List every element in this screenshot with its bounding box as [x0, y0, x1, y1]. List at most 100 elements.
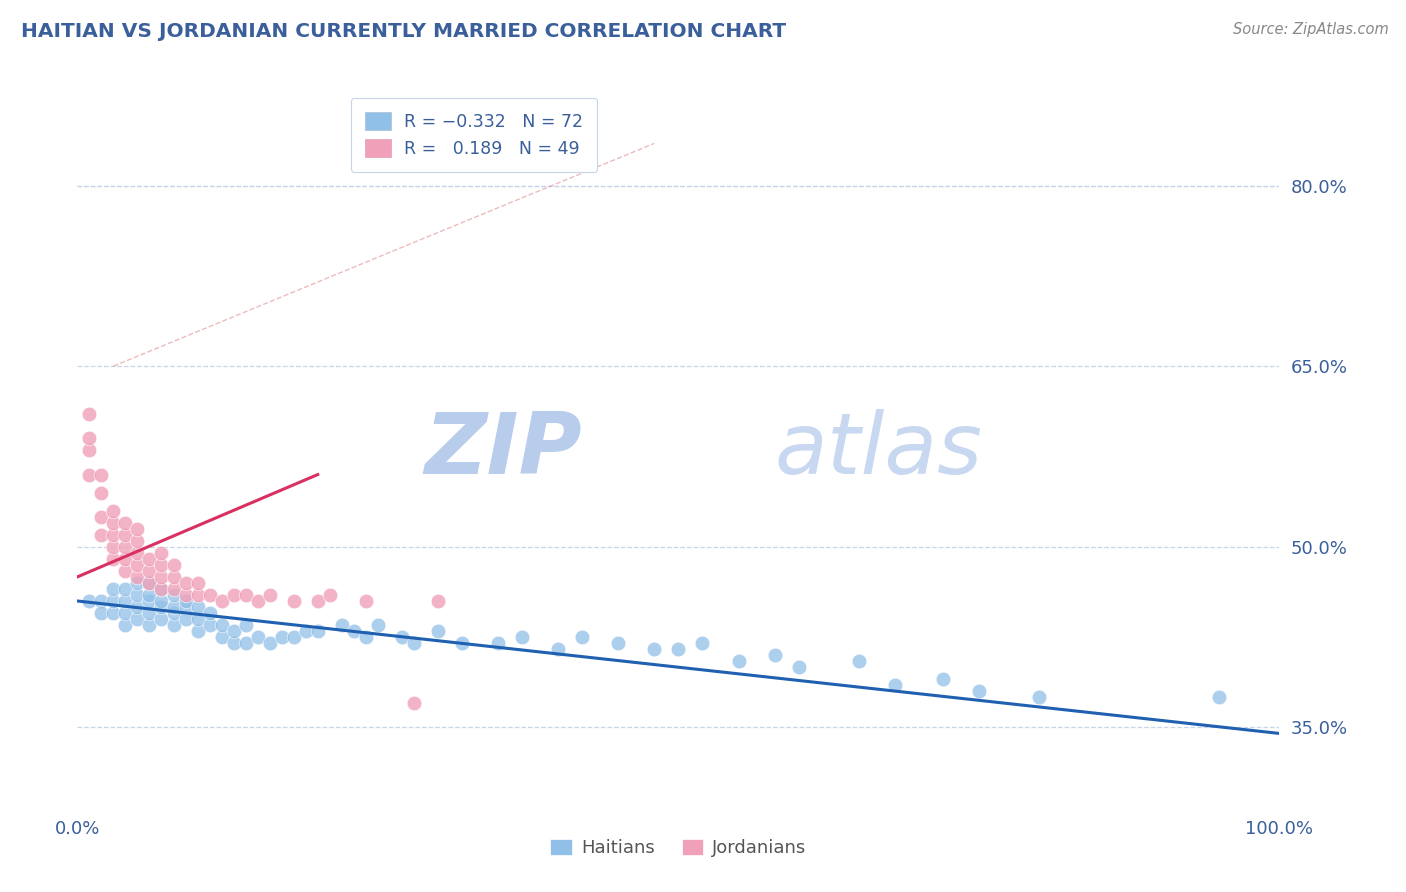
Point — [150, 546, 173, 560]
Point — [162, 570, 184, 584]
Point — [127, 522, 149, 536]
Point — [103, 527, 125, 541]
Point — [391, 630, 413, 644]
Point — [79, 443, 101, 458]
Point — [127, 546, 149, 560]
Point — [114, 527, 136, 541]
Point — [763, 648, 786, 662]
Point — [90, 606, 112, 620]
Point — [90, 527, 112, 541]
Point — [150, 582, 173, 596]
Text: ZIP: ZIP — [425, 409, 582, 492]
Point — [283, 594, 305, 608]
Point — [235, 618, 257, 632]
Point — [90, 485, 112, 500]
Point — [90, 594, 112, 608]
Point — [547, 642, 569, 657]
Point — [79, 407, 101, 422]
Point — [103, 503, 125, 517]
Point — [186, 588, 209, 602]
Point — [607, 636, 630, 650]
Point — [150, 582, 173, 596]
Point — [114, 564, 136, 578]
Point — [174, 594, 197, 608]
Point — [259, 588, 281, 602]
Point — [427, 594, 450, 608]
Point — [668, 642, 690, 657]
Point — [186, 624, 209, 639]
Point — [162, 606, 184, 620]
Point — [354, 594, 377, 608]
Point — [114, 516, 136, 530]
Point — [114, 606, 136, 620]
Point — [79, 594, 101, 608]
Point — [174, 600, 197, 615]
Point — [150, 570, 173, 584]
Point — [114, 594, 136, 608]
Point — [162, 600, 184, 615]
Point — [114, 582, 136, 596]
Point — [90, 467, 112, 482]
Point — [138, 594, 160, 608]
Legend: Haitians, Jordanians: Haitians, Jordanians — [543, 831, 814, 864]
Point — [114, 551, 136, 566]
Point — [270, 630, 292, 644]
Point — [79, 467, 101, 482]
Point — [138, 564, 160, 578]
Point — [510, 630, 533, 644]
Point — [186, 576, 209, 591]
Point — [150, 600, 173, 615]
Point — [103, 582, 125, 596]
Point — [307, 624, 329, 639]
Point — [222, 636, 245, 650]
Point — [114, 618, 136, 632]
Point — [571, 630, 593, 644]
Point — [127, 600, 149, 615]
Point — [186, 600, 209, 615]
Point — [727, 654, 749, 668]
Point — [367, 618, 389, 632]
Point — [222, 588, 245, 602]
Point — [1208, 690, 1230, 705]
Point — [127, 576, 149, 591]
Point — [198, 618, 221, 632]
Point — [307, 594, 329, 608]
Point — [848, 654, 870, 668]
Point — [787, 660, 810, 674]
Text: atlas: atlas — [775, 409, 983, 492]
Point — [402, 636, 425, 650]
Point — [174, 576, 197, 591]
Point — [883, 678, 905, 692]
Point — [246, 630, 269, 644]
Point — [259, 636, 281, 650]
Point — [150, 558, 173, 572]
Point — [150, 594, 173, 608]
Point — [127, 588, 149, 602]
Point — [138, 618, 160, 632]
Point — [79, 431, 101, 445]
Point — [127, 612, 149, 626]
Point — [127, 558, 149, 572]
Point — [138, 551, 160, 566]
Point — [198, 588, 221, 602]
Point — [402, 697, 425, 711]
Point — [283, 630, 305, 644]
Point — [692, 636, 714, 650]
Point — [643, 642, 665, 657]
Point — [103, 551, 125, 566]
Point — [138, 576, 160, 591]
Point — [319, 588, 342, 602]
Point — [138, 588, 160, 602]
Point — [174, 588, 197, 602]
Point — [451, 636, 474, 650]
Point — [103, 540, 125, 554]
Text: Source: ZipAtlas.com: Source: ZipAtlas.com — [1233, 22, 1389, 37]
Point — [138, 576, 160, 591]
Point — [1028, 690, 1050, 705]
Point — [246, 594, 269, 608]
Point — [138, 606, 160, 620]
Point — [427, 624, 450, 639]
Point — [90, 509, 112, 524]
Point — [235, 636, 257, 650]
Point — [162, 618, 184, 632]
